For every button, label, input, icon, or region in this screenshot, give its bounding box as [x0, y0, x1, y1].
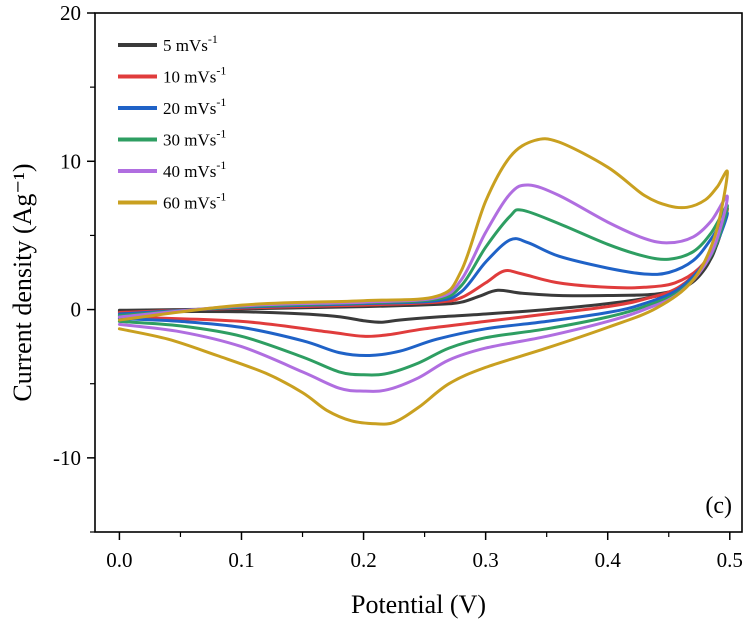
legend-label-1: 5 mVs-1	[163, 32, 218, 55]
y-tick-label: -10	[53, 446, 81, 470]
legend-label-4: 30 mVs-1	[163, 127, 226, 150]
legend-label-text: 60 mVs	[163, 194, 216, 213]
legend-label-superscript: -1	[216, 158, 226, 172]
legend-label-text: 40 mVs	[163, 162, 216, 181]
series-line-5	[117, 183, 729, 393]
legend-label-superscript: -1	[216, 95, 226, 109]
x-tick-label: 0.5	[717, 548, 743, 572]
plot-frame	[94, 12, 743, 533]
legend-label-text: 10 mVs	[163, 68, 216, 87]
legend-label-superscript: -1	[216, 64, 226, 78]
legend-label-superscript: -1	[216, 190, 226, 204]
x-tick-label: 0.3	[473, 548, 499, 572]
legend-label-text: 30 mVs	[163, 131, 216, 150]
ticks-layer: 0.0 0.1 0.2 0.3 0.4 0.5 -10 0 10 20	[53, 1, 743, 572]
legend-label-superscript: -1	[216, 127, 226, 141]
y-axis-title: Current density (Ag⁻¹)	[8, 163, 37, 401]
legend-label-6: 60 mVs-1	[163, 190, 226, 213]
panel-label: (c)	[705, 493, 732, 519]
series-line-4	[117, 204, 729, 377]
x-tick-label: 0.2	[350, 548, 376, 572]
x-tick-label: 0.4	[595, 548, 622, 572]
legend-label-3: 20 mVs-1	[163, 95, 226, 118]
legend-label-superscript: -1	[208, 32, 218, 46]
legend-label-2: 10 mVs-1	[163, 64, 226, 87]
y-tick-label: 0	[71, 298, 82, 322]
y-tick-label: 20	[60, 1, 81, 25]
legend-label-text: 5 mVs	[163, 36, 208, 55]
legend-label-5: 40 mVs-1	[163, 158, 226, 181]
x-axis-title: Potential (V)	[351, 590, 486, 619]
series-layer	[117, 137, 729, 426]
legend: 5 mVs-110 mVs-120 mVs-130 mVs-140 mVs-16…	[118, 32, 226, 213]
y-tick-label: 10	[60, 149, 81, 173]
x-tick-label: 0.1	[228, 548, 254, 572]
legend-label-text: 20 mVs	[163, 99, 216, 118]
x-tick-label: 0.0	[106, 548, 132, 572]
series-line-6	[117, 137, 729, 426]
